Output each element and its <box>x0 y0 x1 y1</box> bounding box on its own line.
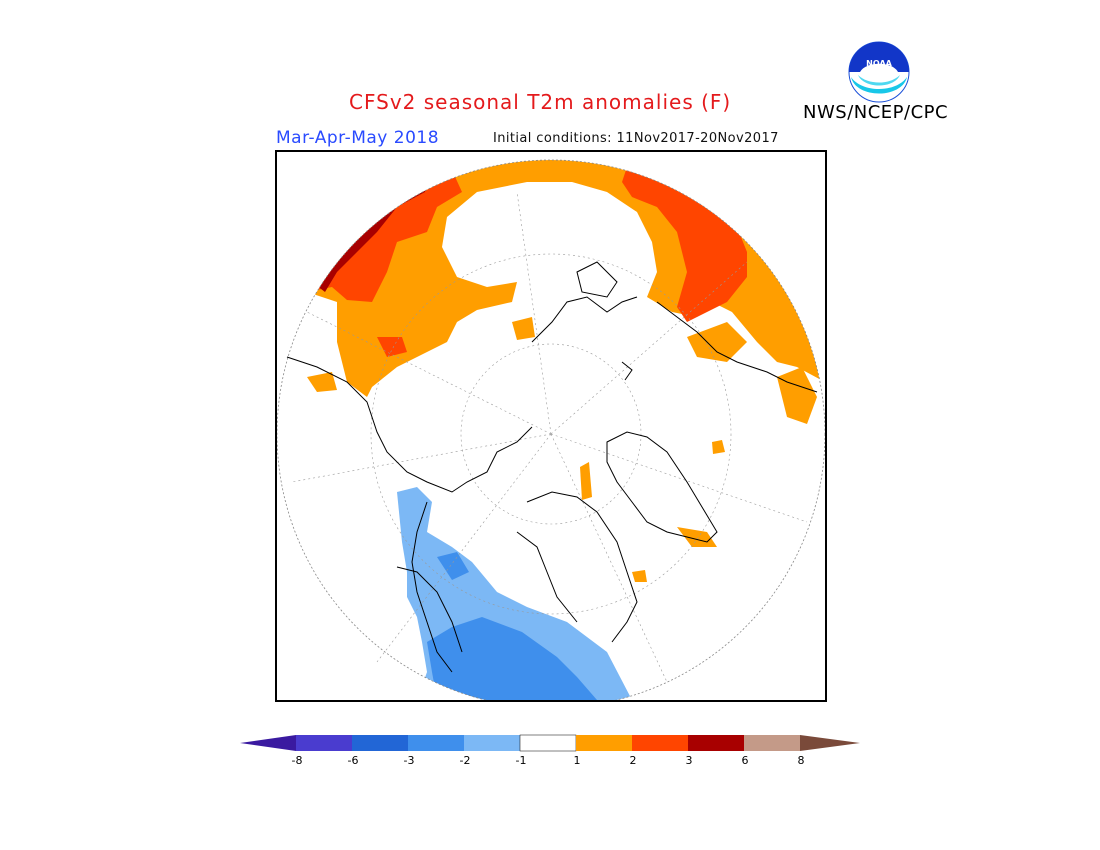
warm-anomaly-region <box>580 462 592 500</box>
anomaly-map <box>275 150 827 702</box>
colorbar-tick-label: 3 <box>685 754 693 767</box>
warm-anomaly-region <box>377 337 407 357</box>
warm-anomaly-region <box>687 322 747 362</box>
warm-anomaly-region <box>307 372 337 392</box>
colorbar-bin <box>744 735 800 751</box>
warm-anomaly-region <box>677 527 717 547</box>
colorbar-bin <box>352 735 408 751</box>
season-label: Mar-Apr-May 2018 <box>276 128 440 148</box>
agency-label: NWS/NCEP/CPC <box>803 102 949 123</box>
warm-anomaly-region <box>307 170 462 302</box>
colorbar-bin <box>688 735 744 751</box>
warm-anomaly-region <box>712 440 725 454</box>
colorbar-bin <box>408 735 464 751</box>
colorbar-tick-label: 1 <box>573 754 581 767</box>
coastlines <box>286 261 818 673</box>
colorbar-tick-label: -2 <box>459 754 471 767</box>
warm-anomaly-region <box>777 367 817 424</box>
colorbar-bin <box>632 735 688 751</box>
colorbar <box>240 733 860 753</box>
colorbar-bin <box>464 735 520 751</box>
colorbar-bin <box>576 735 632 751</box>
colorbar-max-arrow <box>800 735 860 751</box>
colorbar-bin <box>296 735 352 751</box>
graticule <box>291 191 808 683</box>
colorbar-bin <box>519 734 577 752</box>
noaa-logo: NOAA <box>848 41 910 103</box>
colorbar-tick-label: -1 <box>515 754 527 767</box>
cool-anomaly-region <box>437 552 469 580</box>
warm-anomaly-region <box>512 317 535 340</box>
initial-conditions-label: Initial conditions: 11Nov2017-20Nov2017 <box>493 131 779 146</box>
logo-text: NOAA <box>866 59 892 68</box>
cool-anomaly-region <box>427 617 597 700</box>
chart-title: CFSv2 seasonal T2m anomalies (F) <box>349 90 732 114</box>
warm-anomaly-region <box>632 570 647 582</box>
colorbar-tick-label: 2 <box>629 754 637 767</box>
colorbar-min-arrow <box>240 735 296 751</box>
colorbar-tick-label: 8 <box>797 754 805 767</box>
colorbar-tick-label: -8 <box>291 754 303 767</box>
colorbar-tick-label: 6 <box>741 754 749 767</box>
colorbar-tick-label: -3 <box>403 754 415 767</box>
colorbar-tick-label: -6 <box>347 754 359 767</box>
warm-anomaly-region <box>622 167 747 322</box>
